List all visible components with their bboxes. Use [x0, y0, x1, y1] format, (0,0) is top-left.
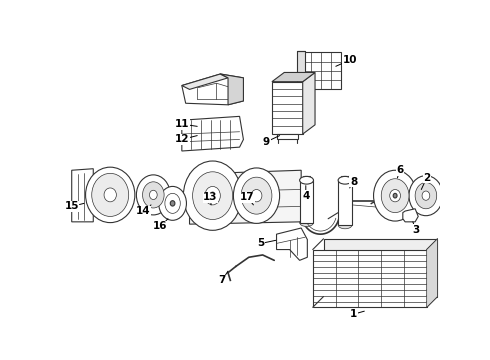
- Ellipse shape: [251, 189, 262, 202]
- Polygon shape: [323, 239, 438, 297]
- Text: 3: 3: [412, 222, 419, 235]
- Text: 13: 13: [203, 192, 218, 205]
- Ellipse shape: [165, 193, 180, 213]
- Ellipse shape: [210, 192, 216, 199]
- Ellipse shape: [300, 219, 314, 226]
- Bar: [300, 180, 314, 222]
- Polygon shape: [182, 74, 228, 89]
- Text: 16: 16: [153, 219, 168, 231]
- Text: 2: 2: [421, 173, 430, 189]
- Ellipse shape: [241, 177, 272, 214]
- Ellipse shape: [92, 173, 129, 216]
- Text: 15: 15: [65, 202, 84, 211]
- Ellipse shape: [422, 191, 430, 200]
- Ellipse shape: [193, 172, 233, 220]
- Ellipse shape: [338, 221, 352, 229]
- Text: 5: 5: [258, 238, 276, 248]
- Text: 8: 8: [350, 177, 357, 188]
- Ellipse shape: [149, 190, 157, 199]
- Ellipse shape: [373, 170, 416, 221]
- Ellipse shape: [86, 167, 135, 222]
- Ellipse shape: [171, 201, 175, 206]
- Polygon shape: [182, 116, 244, 151]
- Ellipse shape: [338, 176, 352, 184]
- Bar: [272, 82, 303, 134]
- Ellipse shape: [393, 193, 397, 198]
- Polygon shape: [220, 74, 244, 105]
- Ellipse shape: [143, 182, 164, 208]
- Bar: [338, 180, 352, 225]
- Polygon shape: [403, 209, 418, 222]
- Polygon shape: [182, 74, 244, 105]
- Ellipse shape: [390, 189, 400, 202]
- Ellipse shape: [381, 179, 409, 213]
- Ellipse shape: [300, 176, 314, 184]
- Text: 17: 17: [240, 192, 255, 205]
- Ellipse shape: [415, 183, 437, 209]
- Ellipse shape: [183, 161, 242, 230]
- Polygon shape: [303, 72, 315, 134]
- Text: 7: 7: [218, 271, 228, 285]
- Text: 6: 6: [396, 165, 403, 178]
- Text: 12: 12: [174, 134, 197, 144]
- Polygon shape: [297, 51, 305, 91]
- Text: 4: 4: [302, 186, 310, 201]
- Text: 9: 9: [263, 136, 280, 147]
- Text: 10: 10: [336, 55, 357, 66]
- Text: 14: 14: [136, 205, 151, 216]
- Polygon shape: [272, 72, 315, 82]
- Polygon shape: [276, 134, 298, 139]
- Polygon shape: [427, 239, 438, 307]
- Ellipse shape: [205, 186, 220, 205]
- Ellipse shape: [233, 168, 280, 223]
- Ellipse shape: [104, 188, 117, 202]
- Bar: [301, 53, 341, 89]
- Text: 1: 1: [350, 309, 365, 319]
- Bar: [313, 249, 427, 307]
- Ellipse shape: [409, 176, 443, 216]
- Polygon shape: [190, 170, 301, 224]
- Text: 11: 11: [174, 119, 197, 129]
- Ellipse shape: [136, 175, 171, 215]
- Ellipse shape: [159, 186, 187, 220]
- Polygon shape: [72, 169, 93, 222]
- Polygon shape: [276, 228, 307, 260]
